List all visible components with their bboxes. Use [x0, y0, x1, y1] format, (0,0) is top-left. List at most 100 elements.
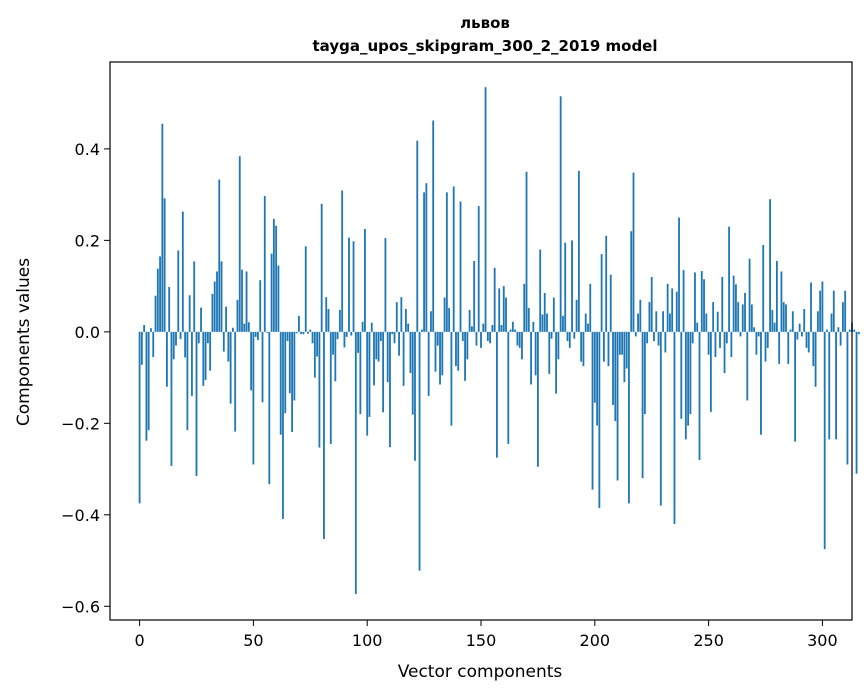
- bar: [384, 238, 387, 332]
- bar: [557, 331, 560, 360]
- bar: [480, 331, 482, 348]
- bar: [846, 331, 849, 465]
- bar: [762, 244, 765, 332]
- bar: [432, 120, 435, 332]
- bar: [625, 331, 628, 369]
- bar: [728, 226, 730, 332]
- bar: [232, 327, 234, 332]
- bar: [343, 331, 346, 348]
- bar: [364, 228, 366, 332]
- bar: [206, 331, 209, 344]
- bar: [632, 172, 635, 332]
- bar: [266, 331, 268, 333]
- bar: [782, 302, 785, 332]
- bar: [311, 331, 314, 344]
- bar: [302, 331, 305, 335]
- bar: [459, 201, 462, 332]
- x-axis: 0 50 100 150 200 250 300: [134, 620, 838, 650]
- bar: [332, 331, 334, 355]
- bar: [209, 331, 212, 371]
- bar: [514, 329, 517, 332]
- bar: [662, 311, 664, 332]
- bar: [760, 331, 762, 435]
- bar: [272, 218, 275, 332]
- bar: [659, 331, 662, 506]
- bar: [521, 331, 523, 360]
- bar: [575, 299, 578, 332]
- bar: [400, 297, 403, 332]
- bar: [591, 331, 594, 490]
- bar: [837, 327, 840, 332]
- bar: [348, 237, 350, 332]
- bar: [584, 313, 587, 332]
- bar: [445, 192, 448, 332]
- bar: [195, 331, 198, 476]
- bar: [530, 331, 532, 385]
- bar: [161, 123, 164, 332]
- bar: [687, 331, 690, 426]
- bar: [828, 331, 831, 440]
- bar: [628, 331, 630, 504]
- bar: [286, 331, 289, 341]
- bar: [341, 190, 344, 332]
- bar: [436, 331, 439, 346]
- bar: [202, 331, 205, 386]
- bar: [664, 331, 667, 353]
- bar: [277, 265, 280, 332]
- bar: [464, 331, 466, 381]
- bar: [222, 331, 225, 352]
- bar: [259, 280, 262, 332]
- bar: [516, 331, 519, 346]
- bar: [571, 240, 573, 332]
- bar: [177, 250, 180, 332]
- bar: [769, 199, 771, 332]
- bar: [541, 314, 544, 332]
- bar: [821, 281, 824, 332]
- bar: [156, 268, 159, 332]
- bar: [527, 308, 530, 332]
- bar: [163, 198, 166, 332]
- bar: [539, 249, 542, 332]
- bar: [673, 331, 676, 524]
- bar: [507, 331, 510, 444]
- bar: [373, 331, 375, 386]
- bar: [140, 331, 143, 365]
- bar: [812, 331, 815, 367]
- bar: [168, 287, 171, 332]
- bar: [366, 331, 369, 436]
- x-tick-label: 100: [352, 631, 383, 650]
- bar: [682, 270, 685, 332]
- bar: [461, 331, 464, 341]
- bar: [841, 302, 844, 332]
- bar: [484, 87, 487, 332]
- bar: [502, 286, 505, 332]
- bar: [414, 331, 416, 461]
- bar: [257, 331, 259, 341]
- bar: [637, 313, 639, 332]
- bar: [216, 271, 218, 332]
- bar: [498, 288, 501, 332]
- bar: [375, 331, 378, 360]
- bar: [618, 331, 621, 355]
- bar: [607, 331, 610, 367]
- bar: [523, 283, 526, 332]
- bar: [395, 302, 398, 332]
- bar: [778, 331, 781, 364]
- bar: [546, 313, 548, 332]
- bar: [630, 231, 633, 332]
- bar: [236, 299, 239, 332]
- chart-subtitle: tayga_upos_skipgram_300_2_2019 model: [313, 37, 658, 55]
- bar: [709, 331, 712, 412]
- bar: [186, 331, 189, 431]
- bar: [368, 331, 371, 417]
- bar: [147, 331, 150, 431]
- bar: [418, 331, 421, 571]
- bar: [334, 331, 337, 382]
- bar: [370, 322, 373, 332]
- bar: [643, 331, 646, 415]
- bar: [587, 323, 589, 332]
- bar: [857, 331, 860, 335]
- bar: [819, 290, 822, 332]
- bar: [505, 297, 507, 332]
- bar: [138, 331, 141, 504]
